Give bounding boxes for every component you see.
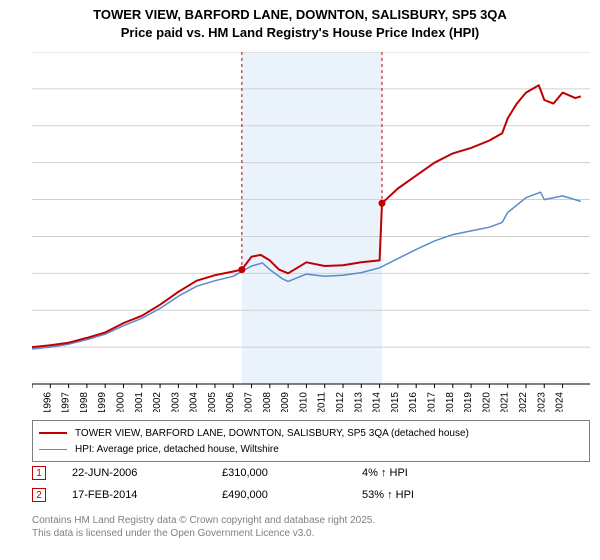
svg-text:2007: 2007: [244, 392, 255, 412]
svg-text:2012: 2012: [335, 392, 346, 412]
chart-svg: £0£100K£200K£300K£400K£500K£600K£700K£80…: [32, 52, 590, 412]
legend-label: TOWER VIEW, BARFORD LANE, DOWNTON, SALIS…: [75, 428, 469, 439]
sale-pct: 4% ↑ HPI: [362, 467, 482, 479]
sale-marker: 1: [32, 466, 46, 480]
legend-label: HPI: Average price, detached house, Wilt…: [75, 444, 279, 455]
footer-line-1: Contains HM Land Registry data © Crown c…: [32, 515, 375, 526]
svg-text:2015: 2015: [390, 392, 401, 412]
sale-pct: 53% ↑ HPI: [362, 489, 482, 501]
svg-text:2008: 2008: [262, 392, 273, 412]
sales-table: 1 22-JUN-2006£310,0004% ↑ HPI 2 17-FEB-2014…: [32, 462, 590, 506]
legend-item: HPI: Average price, detached house, Wilt…: [39, 441, 583, 457]
svg-text:2010: 2010: [298, 392, 309, 412]
svg-text:2002: 2002: [152, 392, 163, 412]
svg-text:2001: 2001: [134, 392, 145, 412]
svg-text:1997: 1997: [61, 392, 72, 412]
legend-swatch: [39, 432, 67, 434]
svg-text:2013: 2013: [353, 392, 364, 412]
svg-text:2006: 2006: [225, 392, 236, 412]
svg-text:2003: 2003: [170, 392, 181, 412]
chart-container: TOWER VIEW, BARFORD LANE, DOWNTON, SALIS…: [0, 0, 600, 560]
svg-text:2000: 2000: [115, 392, 126, 412]
svg-text:2005: 2005: [207, 392, 218, 412]
svg-text:2021: 2021: [500, 392, 511, 412]
sale-date: 17-FEB-2014: [72, 489, 222, 501]
sale-marker: 2: [32, 488, 46, 502]
svg-text:1998: 1998: [79, 392, 90, 412]
footer-line-2: This data is licensed under the Open Gov…: [32, 528, 314, 539]
sale-price: £490,000: [222, 489, 362, 501]
svg-text:2004: 2004: [189, 392, 200, 412]
chart-title: TOWER VIEW, BARFORD LANE, DOWNTON, SALIS…: [0, 0, 600, 41]
svg-text:2011: 2011: [317, 392, 328, 412]
svg-text:1999: 1999: [97, 392, 108, 412]
legend-swatch: [39, 449, 67, 450]
sale-row: 2 17-FEB-2014£490,00053% ↑ HPI: [32, 484, 590, 506]
svg-text:2014: 2014: [372, 392, 383, 412]
svg-text:1995: 1995: [32, 392, 35, 412]
svg-text:2009: 2009: [280, 392, 291, 412]
svg-text:2018: 2018: [445, 392, 456, 412]
sale-row: 1 22-JUN-2006£310,0004% ↑ HPI: [32, 462, 590, 484]
svg-text:2017: 2017: [426, 392, 437, 412]
legend: TOWER VIEW, BARFORD LANE, DOWNTON, SALIS…: [32, 420, 590, 462]
footer-attribution: Contains HM Land Registry data © Crown c…: [32, 514, 375, 540]
title-line-1: TOWER VIEW, BARFORD LANE, DOWNTON, SALIS…: [93, 7, 507, 22]
svg-text:2022: 2022: [518, 392, 529, 412]
title-line-2: Price paid vs. HM Land Registry's House …: [121, 25, 480, 40]
svg-text:1996: 1996: [42, 392, 53, 412]
svg-text:2020: 2020: [481, 392, 492, 412]
svg-text:2023: 2023: [536, 392, 547, 412]
sale-date: 22-JUN-2006: [72, 467, 222, 479]
chart-plot-area: £0£100K£200K£300K£400K£500K£600K£700K£80…: [32, 52, 590, 412]
svg-text:2016: 2016: [408, 392, 419, 412]
svg-text:2019: 2019: [463, 392, 474, 412]
svg-text:2024: 2024: [555, 392, 566, 412]
legend-item: TOWER VIEW, BARFORD LANE, DOWNTON, SALIS…: [39, 425, 583, 441]
sale-price: £310,000: [222, 467, 362, 479]
